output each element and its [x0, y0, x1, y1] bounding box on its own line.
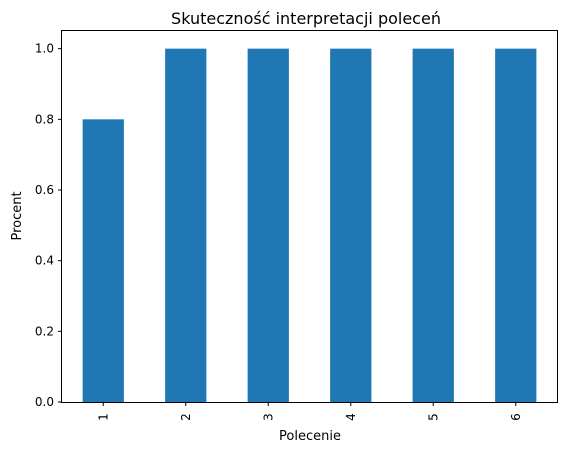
x-axis: 1 2 3 4 5 6: [96, 402, 523, 421]
bar-4: [330, 48, 372, 403]
x-tick-label: 2: [179, 413, 193, 421]
bar-1: [82, 119, 124, 402]
bar-5: [412, 48, 454, 403]
bar-6: [495, 48, 537, 403]
y-tick-label: 1.0: [35, 42, 54, 56]
bars-group: [82, 48, 537, 403]
x-axis-label: Polecenie: [279, 429, 341, 444]
x-tick-label: 6: [509, 413, 523, 421]
y-tick-label: 0.2: [35, 324, 54, 338]
plot-frame: [61, 30, 558, 403]
y-tick-label: 0.6: [35, 183, 54, 197]
bar-3: [247, 48, 289, 403]
y-axis: 0.0 0.2 0.4 0.6 0.8 1.0: [35, 42, 62, 409]
chart-title: Skuteczność interpretacji poleceń: [171, 9, 441, 28]
y-axis-label: Procent: [10, 191, 25, 240]
y-tick-label: 0.0: [35, 395, 54, 409]
y-tick-label: 0.4: [35, 254, 54, 268]
x-tick-label: 5: [426, 413, 440, 421]
x-tick-label: 3: [261, 413, 275, 421]
x-tick-label: 4: [344, 413, 358, 421]
bar-2: [165, 48, 207, 403]
y-tick-label: 0.8: [35, 112, 54, 126]
x-tick-label: 1: [96, 413, 110, 421]
